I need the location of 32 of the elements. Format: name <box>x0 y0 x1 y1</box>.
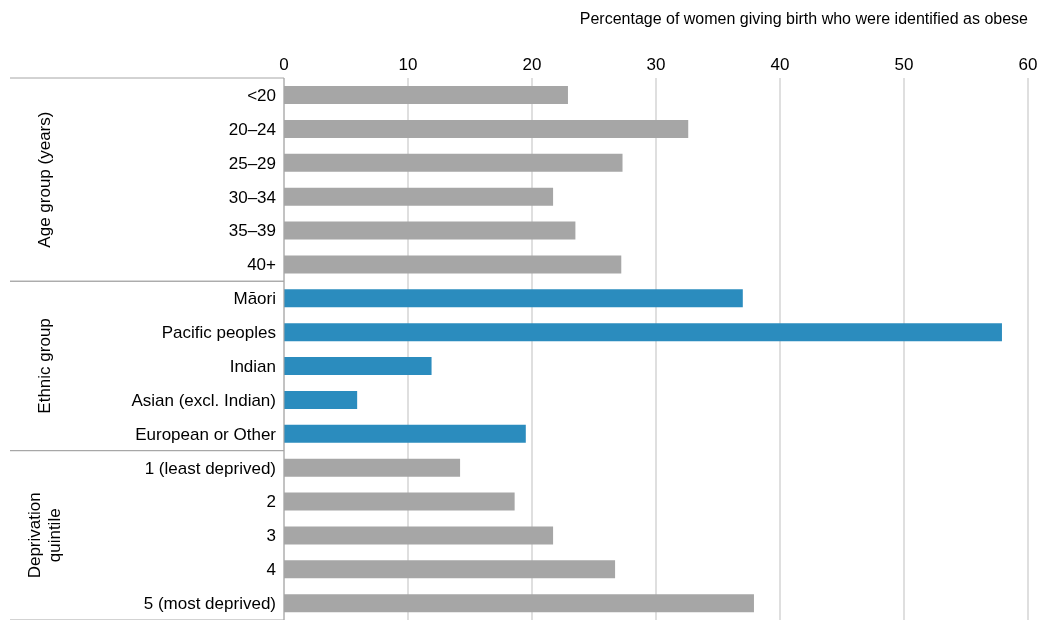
y-tick-label: <20 <box>247 85 276 105</box>
x-tick-label: 40 <box>770 55 790 74</box>
y-tick-label: European or Other <box>135 424 277 444</box>
y-tick-label: Asian (excl. Indian) <box>131 390 276 410</box>
y-tick-label: 1 (least deprived) <box>144 458 276 478</box>
x-tick-label: 10 <box>398 55 418 74</box>
y-tick-label: 5 (most deprived) <box>143 594 276 614</box>
y-tick-label: Indian <box>229 356 276 376</box>
x-axis-title: Percentage of women giving birth who were identified as obese <box>579 10 1029 27</box>
y-tick-label: 30–34 <box>228 187 276 207</box>
y-tick-label: 25–29 <box>228 153 276 173</box>
bar <box>284 323 1002 342</box>
y-tick-label: 2 <box>266 492 276 512</box>
y-tick-label: 4 <box>266 560 276 580</box>
x-tick-label: 30 <box>646 55 666 74</box>
x-tick-label: 20 <box>522 55 542 74</box>
x-tick-label: 0 <box>279 55 289 74</box>
bar <box>284 357 432 375</box>
y-tick-label: 40+ <box>247 255 277 275</box>
y-tick-label: Māori <box>233 289 276 309</box>
bar <box>284 424 526 443</box>
y-tick-label: 35–39 <box>228 221 276 241</box>
y-tick-label: 3 <box>266 526 276 546</box>
text: Ethnic group <box>35 318 54 414</box>
y-tick-label: Pacific peoples <box>161 323 276 343</box>
x-tick-label: 50 <box>894 55 914 74</box>
bar <box>284 390 358 409</box>
text: Age group (years) <box>35 111 54 248</box>
x-tick-label: 60 <box>1018 55 1038 74</box>
bar <box>284 289 743 308</box>
text: Deprivation quintile <box>25 492 64 579</box>
y-tick-label: 20–24 <box>228 119 276 139</box>
